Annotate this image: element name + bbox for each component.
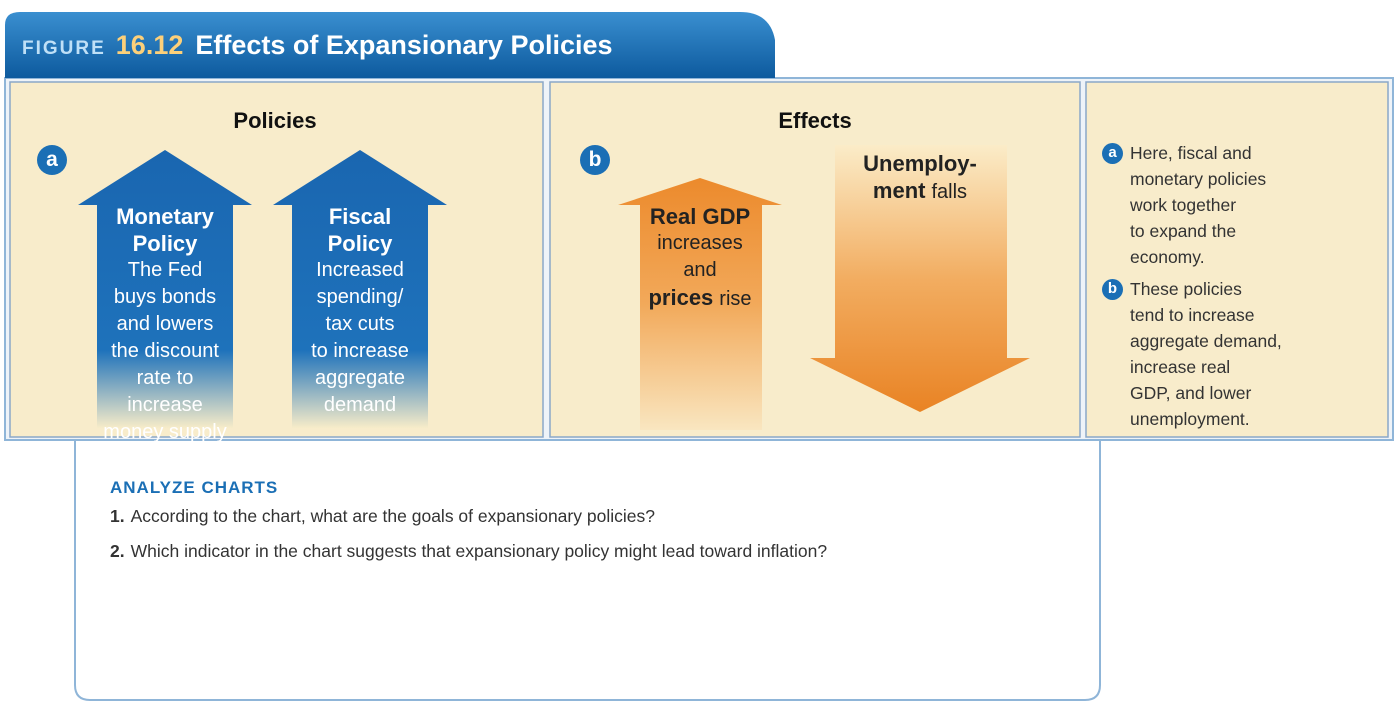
- analyze-heading: ANALYZE CHARTS: [110, 478, 279, 497]
- note-text: to expand the: [1130, 221, 1237, 241]
- arrow-text: rate to: [136, 367, 194, 389]
- arrow-line: and: [683, 257, 716, 284]
- note-text: Here, fiscal and: [1130, 143, 1252, 163]
- question-number: 1.: [110, 506, 125, 526]
- fiscal-arrow: [273, 150, 447, 428]
- question-text: According to the chart, what are the goa…: [130, 506, 655, 526]
- arrow-text: Unemploy-: [863, 151, 977, 176]
- notes-panel: [1085, 81, 1389, 438]
- note-text: These policies: [1130, 279, 1242, 299]
- note-text: monetary policies: [1130, 169, 1267, 189]
- question: 1. According to the chart, what are the g…: [110, 506, 655, 527]
- arrow-text: spending/: [316, 286, 404, 308]
- panel-heading: Effects: [778, 108, 852, 133]
- arrow-text: Real GDP: [649, 204, 751, 229]
- note-text: work together: [1130, 195, 1237, 215]
- marker: a: [37, 145, 67, 175]
- monetary-arrow: [78, 150, 252, 428]
- note-text: increase real: [1130, 357, 1231, 377]
- arrow-text: buys bonds: [113, 286, 217, 308]
- note-marker: a: [1102, 143, 1123, 164]
- note-text: unemployment.: [1130, 409, 1250, 429]
- arrow-title: Fiscal: [328, 204, 392, 229]
- gdp-arrow: [618, 178, 782, 430]
- question: 2. Which indicator in the chart suggests …: [110, 541, 827, 562]
- note-text: tend to increase: [1130, 305, 1255, 325]
- arrow-title: Policy: [132, 231, 198, 256]
- arrow-text: demand: [323, 394, 397, 416]
- arrow-line: ment falls: [873, 177, 967, 206]
- arrow-title: Policy: [327, 231, 393, 256]
- figure-title-text: Effects of Expansionary Policies: [195, 30, 613, 60]
- arrow-text: prices: [648, 285, 714, 310]
- figure-label: FIGURE: [22, 38, 106, 59]
- arrow-text: increase: [127, 394, 203, 416]
- question-text: Which indicator in the chart suggests th…: [130, 541, 828, 561]
- panel-heading: Policies: [233, 108, 317, 133]
- arrow-text: Increased: [316, 259, 404, 281]
- question-number: 2.: [110, 541, 125, 561]
- note-marker: b: [1102, 279, 1123, 300]
- unemployment-arrow: [810, 145, 1030, 412]
- arrow-text: ment: [872, 178, 926, 203]
- arrow-line: Real GDP: [650, 203, 750, 232]
- figure-title: FIGURE 16.12 Effects of Expansionary Polic…: [22, 30, 613, 61]
- arrow-text: tax cuts: [325, 313, 395, 335]
- figure-number: 16.12: [115, 30, 184, 60]
- arrow-text: The Fed: [127, 259, 203, 281]
- arrow-text: rise: [719, 288, 752, 310]
- arrow-text: falls: [931, 181, 968, 203]
- arrow-text: increases: [657, 232, 743, 254]
- note-text: GDP, and lower: [1130, 383, 1252, 403]
- note-text: economy.: [1130, 247, 1205, 267]
- arrow-text: and: [683, 259, 717, 281]
- arrow-title: Monetary: [116, 204, 214, 229]
- arrow-text: aggregate: [314, 367, 406, 389]
- arrow-text: to increase: [311, 340, 409, 362]
- arrow-line: Unemploy-: [863, 150, 977, 179]
- note-text: aggregate demand,: [1130, 331, 1282, 351]
- arrow-line: increases: [657, 230, 743, 257]
- marker: b: [580, 145, 610, 175]
- arrow-text: and lowers: [116, 313, 214, 335]
- arrow-line: prices rise: [648, 284, 751, 313]
- policies-panel: [9, 81, 544, 438]
- title-tab: [5, 12, 775, 78]
- arrow-text: the discount: [111, 340, 219, 362]
- analyze-box: [74, 429, 1101, 701]
- arrow-text: money supply: [103, 421, 227, 443]
